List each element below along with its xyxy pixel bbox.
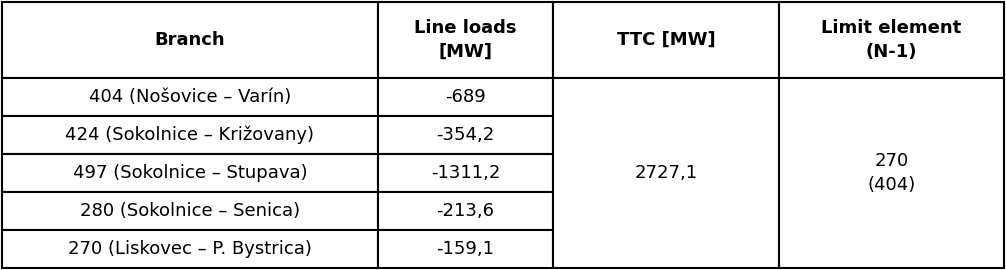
Bar [377,154,553,192]
Text: 270 (Liskovec – P. Bystrica): 270 (Liskovec – P. Bystrica) [68,240,312,258]
Text: 404 (Nošovice – Varín): 404 (Nošovice – Varín) [89,88,291,106]
Bar [779,2,1004,78]
Bar [377,78,553,116]
Text: -213,6: -213,6 [437,202,494,220]
Bar [553,78,779,268]
Text: -159,1: -159,1 [437,240,494,258]
Bar [377,230,553,268]
Bar [377,116,553,154]
Text: 497 (Sokolnice – Stupava): 497 (Sokolnice – Stupava) [72,164,307,182]
Bar [2,192,377,230]
Text: -1311,2: -1311,2 [431,164,500,182]
Text: 2727,1: 2727,1 [634,164,697,182]
Bar [377,2,553,78]
Bar [779,78,1004,268]
Text: 270
(404): 270 (404) [867,152,915,194]
Bar [2,2,377,78]
Text: TTC [MW]: TTC [MW] [617,31,715,49]
Text: Branch: Branch [155,31,225,49]
Text: Limit element
(N-1): Limit element (N-1) [821,19,962,61]
Bar [2,154,377,192]
Text: -689: -689 [445,88,486,106]
Bar [2,116,377,154]
Text: 424 (Sokolnice – Križovany): 424 (Sokolnice – Križovany) [65,126,314,144]
Text: 280 (Sokolnice – Senica): 280 (Sokolnice – Senica) [79,202,300,220]
Bar [2,78,377,116]
Text: -354,2: -354,2 [437,126,495,144]
Bar [553,2,779,78]
Text: Line loads
[MW]: Line loads [MW] [414,19,517,61]
Bar [377,192,553,230]
Bar [2,230,377,268]
